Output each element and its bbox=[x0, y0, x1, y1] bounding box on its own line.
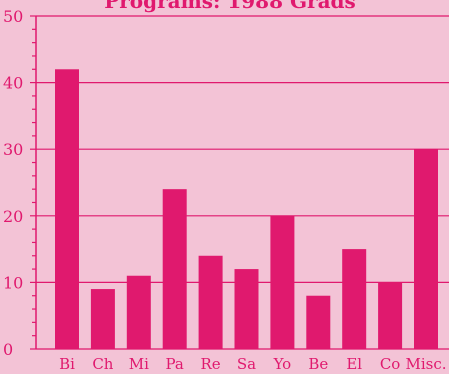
x-category-labels: Bi Ch Mi Pa Re Sa Yo Be El Co Misc. bbox=[59, 355, 446, 373]
y-tick-label: 30 bbox=[3, 140, 23, 159]
bars bbox=[55, 69, 438, 349]
x-category-label: Yo bbox=[273, 355, 292, 373]
bar-misc bbox=[414, 149, 438, 349]
x-category-label: Co bbox=[380, 355, 401, 373]
bar-be bbox=[306, 295, 331, 349]
y-tick-label: 40 bbox=[3, 74, 23, 93]
x-category-label: Re bbox=[201, 355, 221, 373]
bar-mi bbox=[126, 275, 151, 349]
y-tick-label: 50 bbox=[3, 7, 23, 26]
x-category-label: Be bbox=[308, 355, 328, 373]
bar-sa bbox=[234, 269, 259, 349]
x-category-label: Misc. bbox=[405, 355, 446, 373]
bar-yo bbox=[270, 215, 295, 349]
bar-ch bbox=[90, 289, 115, 349]
x-category-label: Bi bbox=[59, 355, 75, 373]
y-tick-label: 10 bbox=[3, 273, 23, 292]
x-category-label: Mi bbox=[129, 355, 149, 373]
bar-re bbox=[198, 255, 223, 349]
y-tick-label: 20 bbox=[3, 207, 23, 226]
x-category-label: Sa bbox=[237, 355, 256, 373]
y-tick-label: 0 bbox=[3, 340, 13, 359]
x-category-label: El bbox=[346, 355, 362, 373]
x-category-label: Pa bbox=[166, 355, 184, 373]
bar-pa bbox=[162, 189, 187, 349]
x-category-label: Ch bbox=[92, 355, 113, 373]
chart-title: Programs: 1988 Grads bbox=[104, 0, 356, 13]
bar-bi bbox=[55, 69, 79, 349]
bar-co bbox=[378, 282, 403, 349]
axes bbox=[30, 15, 449, 350]
y-tick-labels: 0 10 20 30 40 50 bbox=[3, 7, 23, 359]
bar-el bbox=[342, 249, 367, 349]
